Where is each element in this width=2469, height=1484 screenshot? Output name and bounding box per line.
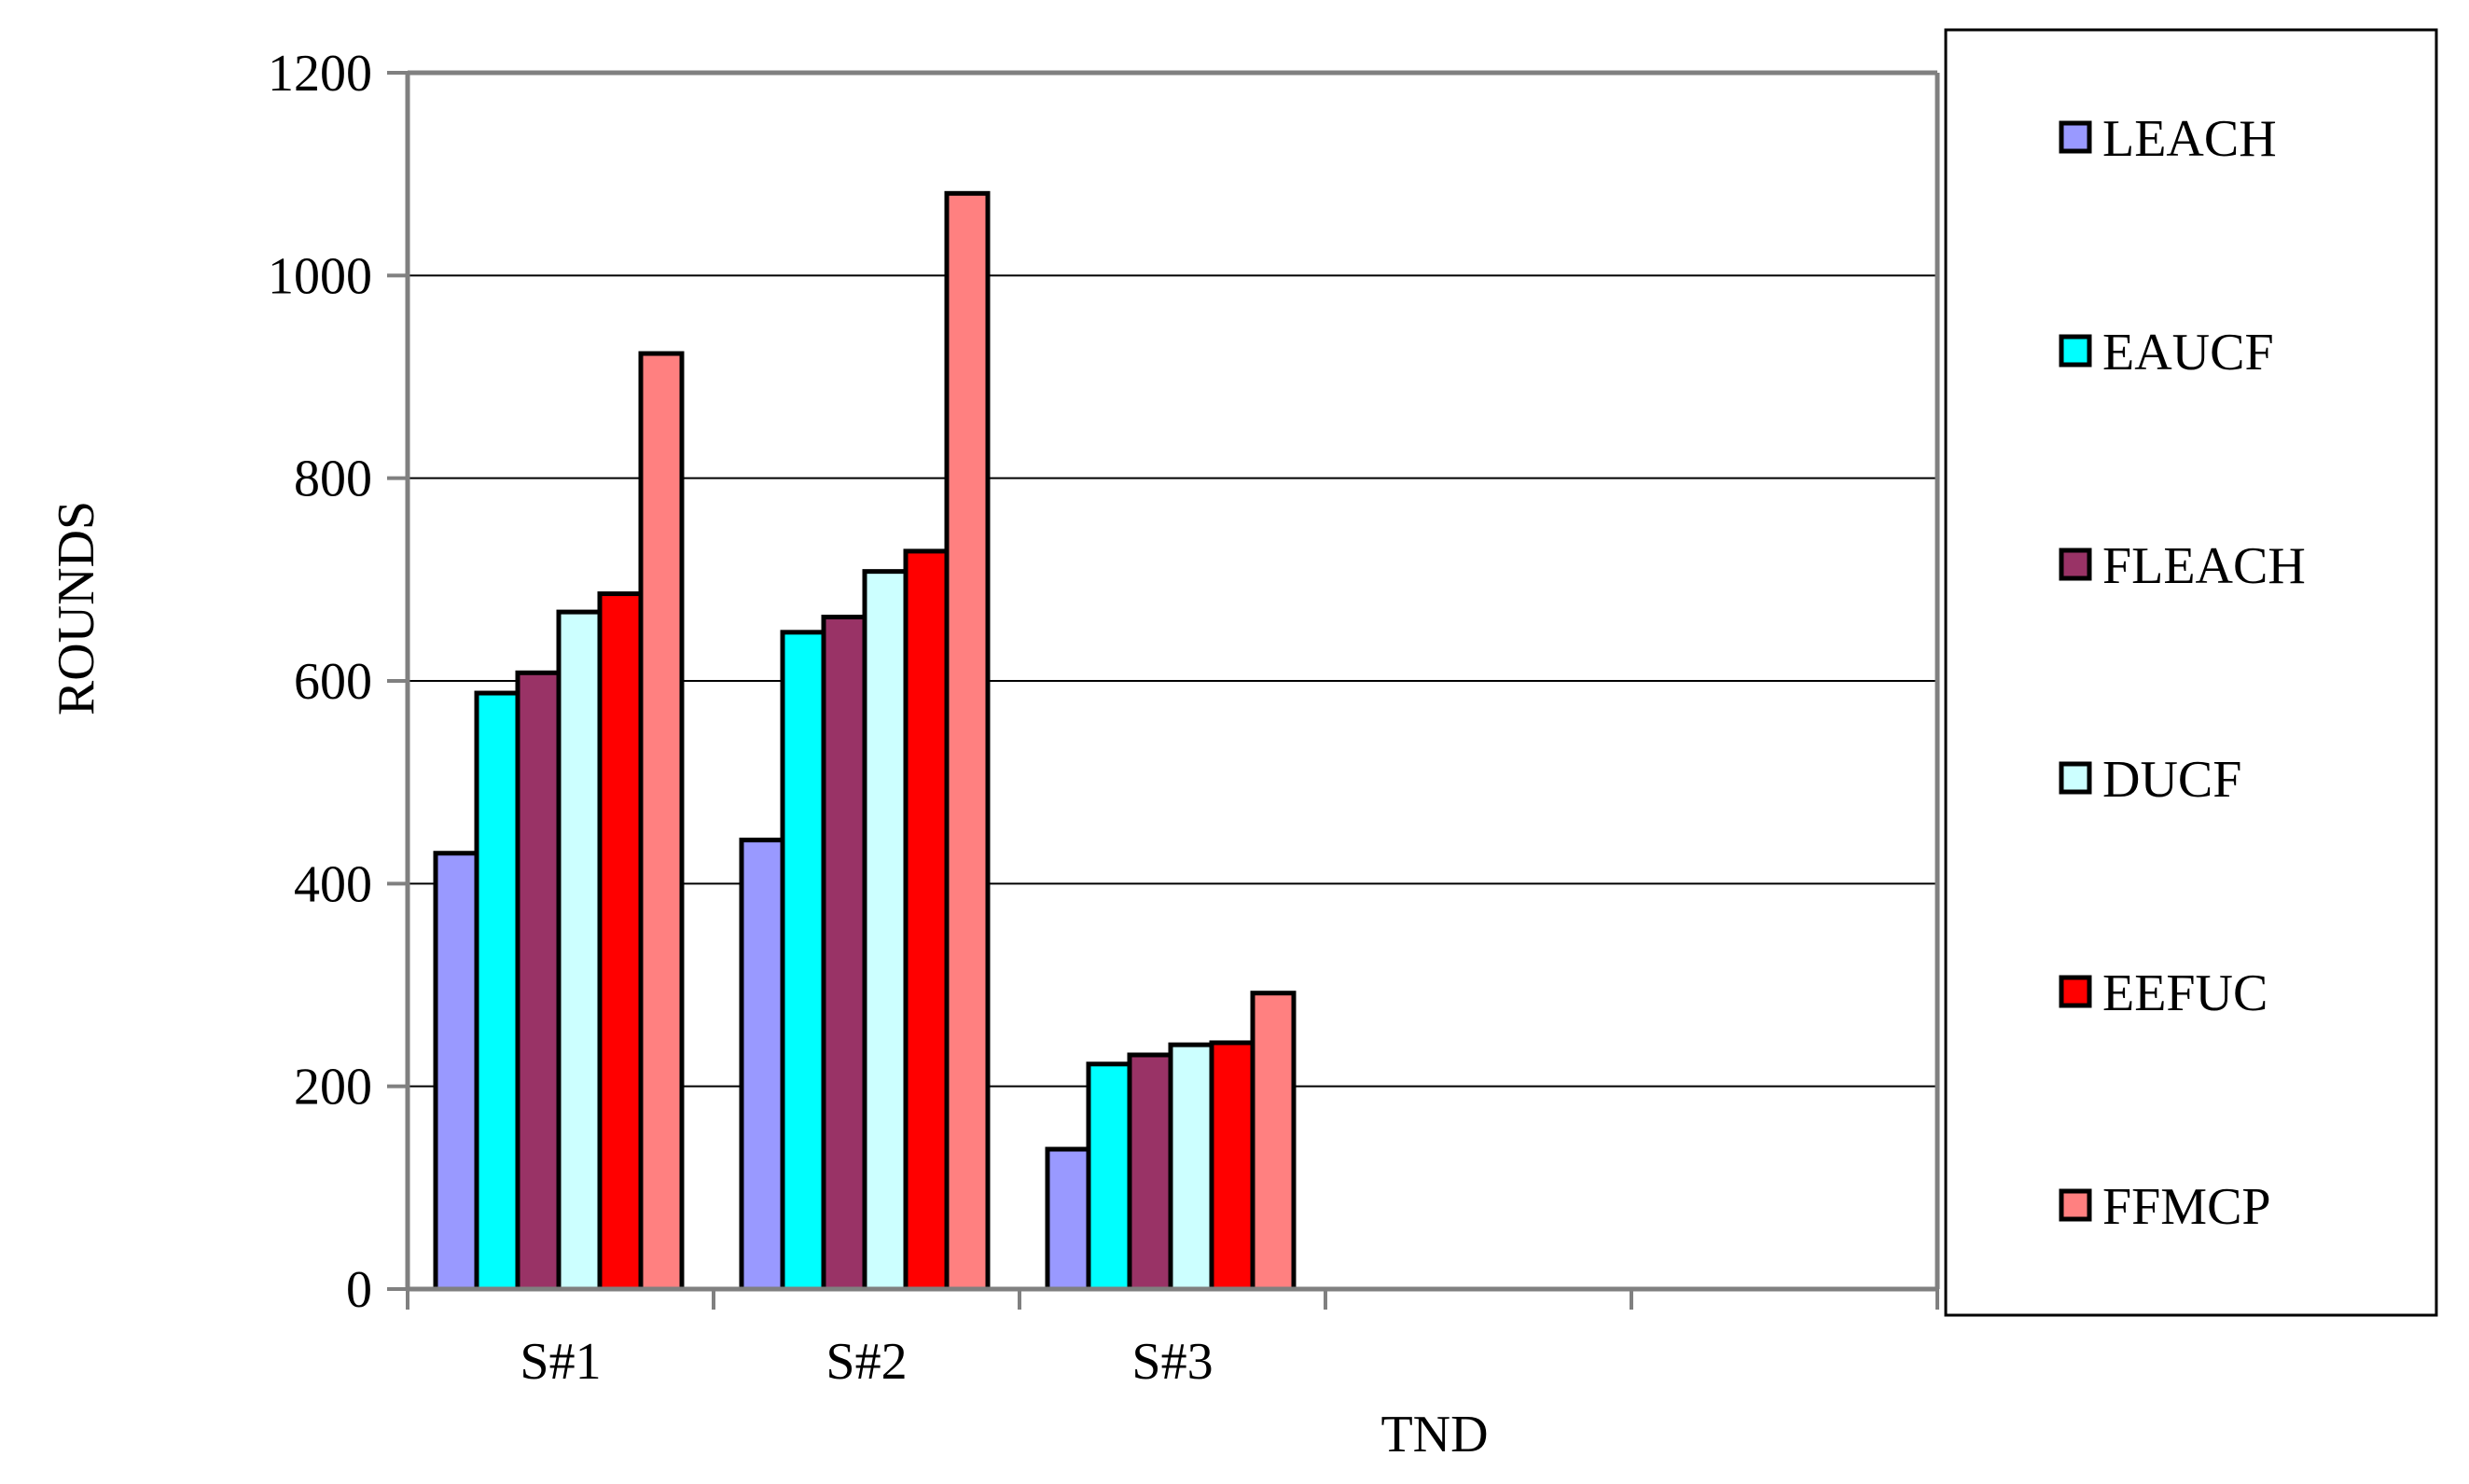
y-tick-label: 600 (294, 653, 372, 711)
bar-ducf-3 (1168, 1042, 1214, 1292)
bar-ffmcp-1 (638, 351, 685, 1292)
y-tick-label: 800 (294, 451, 372, 508)
bar-ducf-2 (862, 569, 909, 1292)
bar-eaucf-2 (780, 630, 826, 1292)
plot-area (408, 70, 1940, 1289)
x-tick-label: S#1 (520, 1333, 601, 1391)
legend-box (1944, 28, 2438, 1317)
bars (433, 190, 1297, 1292)
y-tick-label: 400 (294, 855, 372, 913)
bar-eefuc-3 (1209, 1040, 1255, 1292)
legend-swatch-eaucf (2059, 334, 2092, 368)
legend-label-ffmcp: FFMCP (2102, 1178, 2271, 1236)
axes (387, 71, 1939, 1310)
y-tick-labels: 0 200 400 600 800 1000 1200 (268, 45, 372, 1319)
legend-label-ducf: DUCF (2102, 751, 2241, 809)
legend-label-eaucf: EAUCF (2102, 324, 2274, 381)
legend: LEACH EAUCF FLEACH DUCF EEFUC FFMCP (1944, 28, 2438, 1317)
bar-fleach-3 (1127, 1052, 1173, 1292)
x-axis-title: TND (1380, 1406, 1488, 1463)
legend-label-fleach: FLEACH (2102, 537, 2306, 595)
legend-swatch-fleach (2059, 548, 2092, 581)
bar-eaucf-1 (474, 690, 520, 1292)
bar-eefuc-1 (597, 591, 644, 1292)
legend-swatch-eefuc (2059, 975, 2092, 1008)
bar-eefuc-2 (903, 548, 950, 1292)
y-tick-label: 1000 (268, 247, 372, 305)
legend-swatch-ffmcp (2059, 1188, 2092, 1222)
x-tick-label: S#2 (825, 1333, 907, 1391)
y-tick-label: 200 (294, 1059, 372, 1116)
y-tick-label: 0 (346, 1261, 372, 1319)
x-tick-label: S#3 (1131, 1333, 1213, 1391)
y-tick-label: 1200 (268, 45, 372, 103)
x-tick-labels: S#1 S#2 S#3 (520, 1333, 1213, 1391)
legend-swatch-leach (2059, 120, 2092, 154)
legend-label-eefuc: EEFUC (2102, 964, 2268, 1022)
bar-eaucf-3 (1086, 1061, 1132, 1292)
bar-ffmcp-3 (1250, 991, 1297, 1292)
y-axis-title: ROUNDS (48, 501, 105, 715)
bar-leach-3 (1045, 1146, 1091, 1292)
bar-fleach-2 (821, 615, 867, 1292)
bar-leach-2 (739, 838, 785, 1292)
bar-ffmcp-2 (944, 190, 991, 1292)
bar-fleach-1 (515, 670, 562, 1292)
bar-ducf-1 (556, 609, 603, 1292)
legend-label-leach: LEACH (2102, 110, 2277, 168)
legend-swatch-ducf (2059, 761, 2092, 795)
bar-leach-1 (433, 851, 479, 1292)
